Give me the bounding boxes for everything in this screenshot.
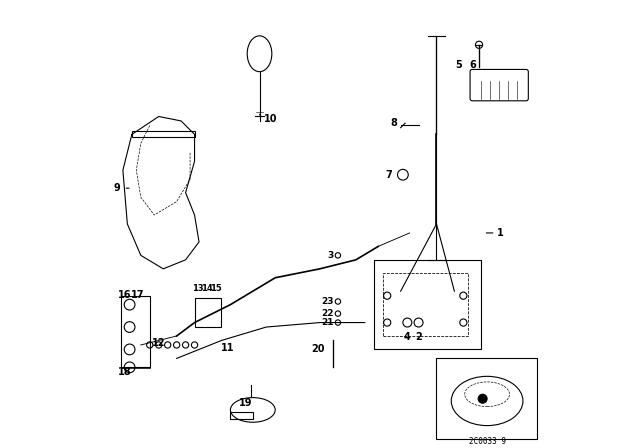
Text: 4: 4 — [404, 332, 411, 341]
Text: 7: 7 — [385, 170, 392, 180]
Text: 2C0033 9: 2C0033 9 — [468, 437, 506, 446]
Text: 15: 15 — [210, 284, 221, 293]
Bar — [132, 131, 195, 137]
Text: 10: 10 — [264, 114, 278, 124]
Text: 12: 12 — [152, 338, 166, 348]
Text: 8: 8 — [390, 118, 397, 128]
Text: 18: 18 — [118, 367, 132, 377]
Text: 9: 9 — [114, 183, 129, 193]
Text: 23: 23 — [321, 297, 333, 306]
Text: 5: 5 — [456, 60, 462, 70]
Circle shape — [478, 394, 487, 403]
Text: 1: 1 — [497, 228, 504, 238]
Bar — [383, 273, 468, 336]
Text: 21: 21 — [321, 318, 333, 327]
Text: 17: 17 — [131, 290, 145, 300]
Text: 14: 14 — [201, 284, 213, 293]
Bar — [121, 296, 150, 367]
Text: 16: 16 — [118, 290, 132, 300]
Bar — [374, 260, 481, 349]
Text: 11: 11 — [221, 343, 235, 353]
Text: 19: 19 — [239, 398, 253, 408]
Bar — [195, 298, 221, 327]
Text: 2: 2 — [415, 332, 422, 341]
Text: 22: 22 — [321, 309, 333, 318]
Text: 20: 20 — [311, 345, 324, 354]
Text: 13: 13 — [193, 284, 204, 293]
Bar — [436, 358, 538, 439]
Text: 6: 6 — [469, 60, 476, 70]
Bar — [230, 412, 253, 419]
Text: 3: 3 — [327, 251, 333, 260]
